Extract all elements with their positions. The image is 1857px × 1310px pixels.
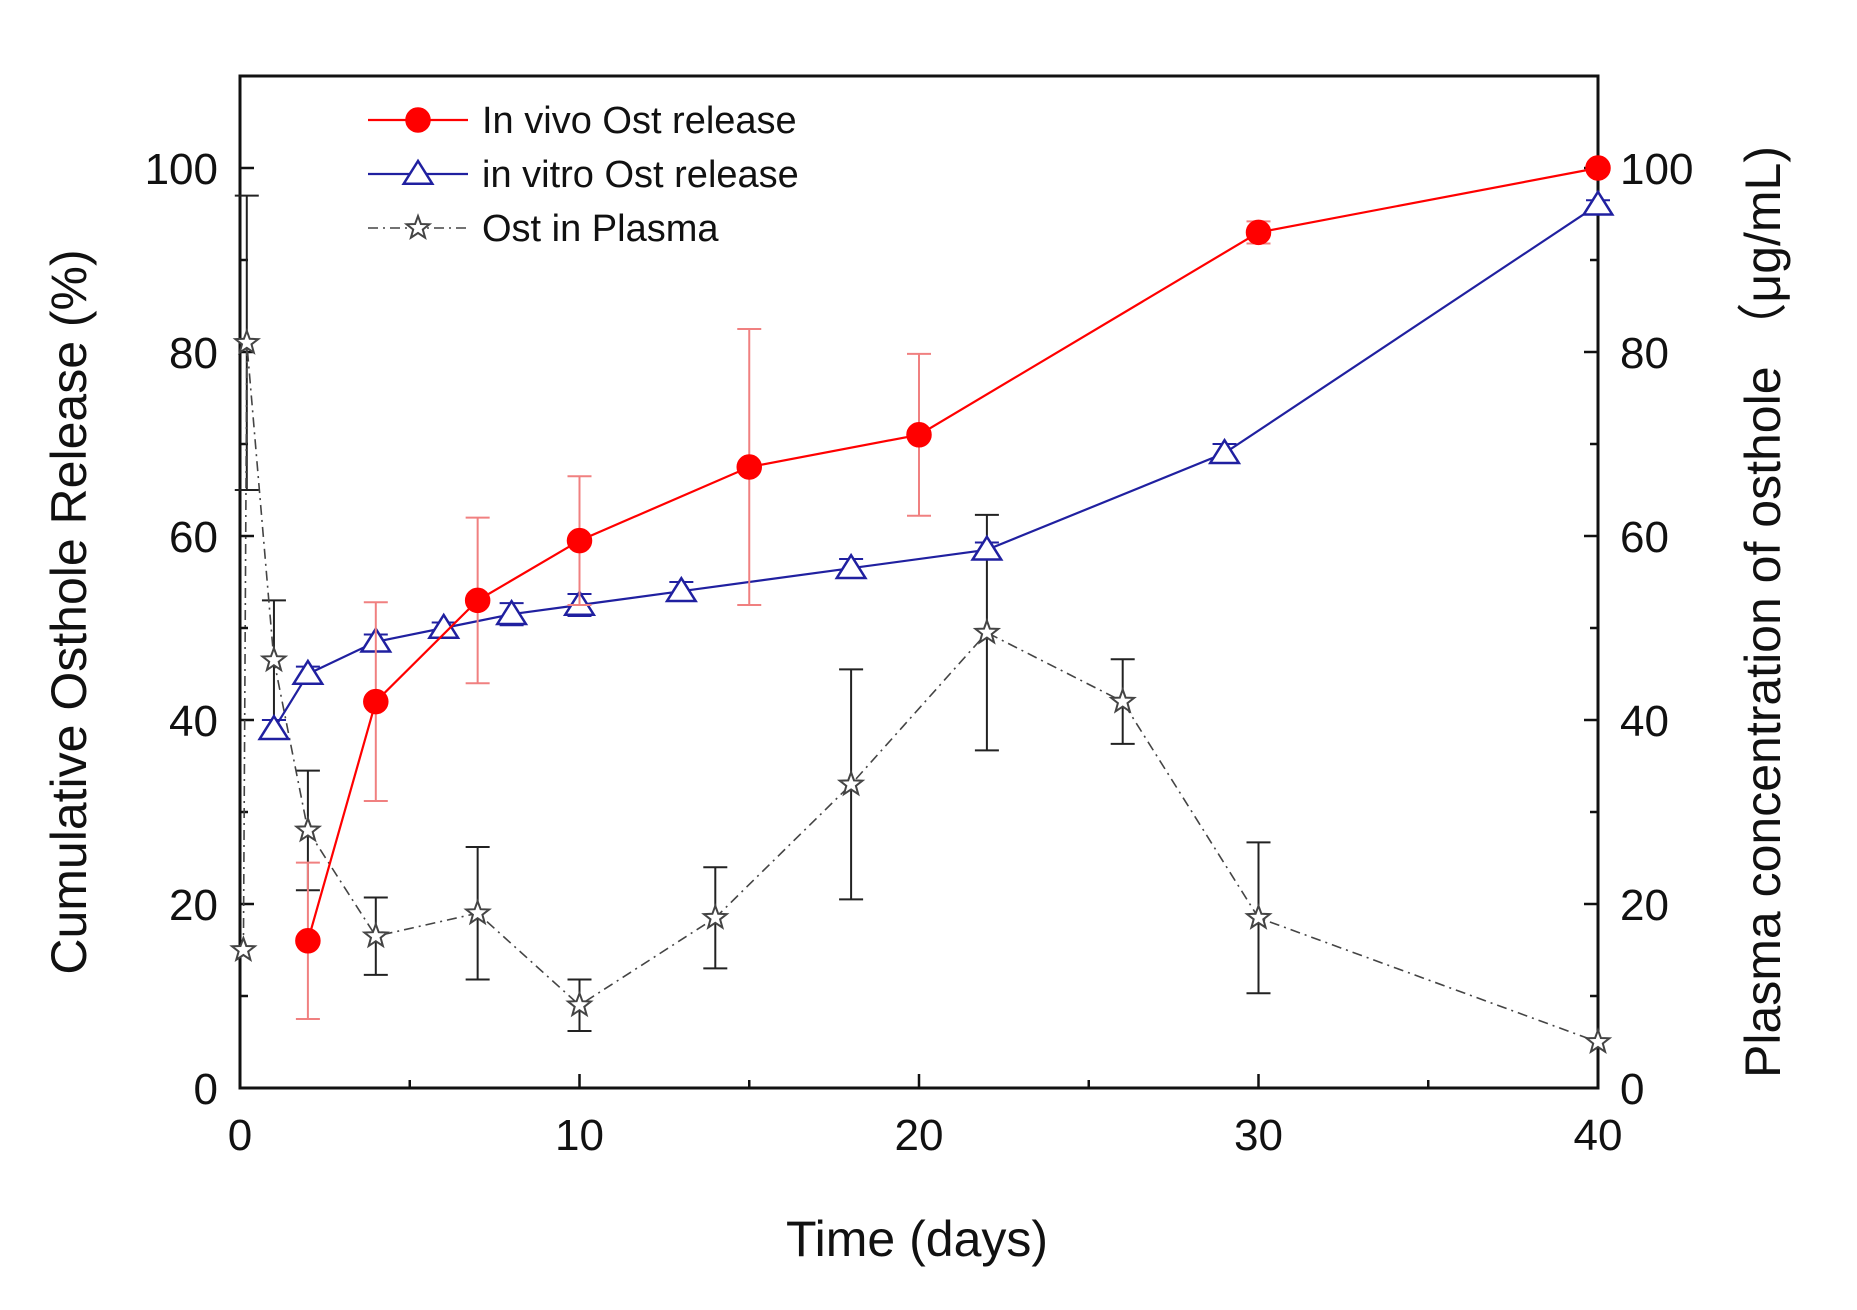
series-line	[242, 342, 1599, 1043]
series-in-vivo-ost-release	[295, 155, 1611, 1020]
y-right-tick-label: 60	[1620, 513, 1669, 562]
data-point	[464, 587, 491, 614]
y-tick-label: 100	[145, 145, 218, 194]
legend-marker	[403, 213, 433, 241]
y-right-tick-label: 0	[1620, 1065, 1644, 1114]
data-point	[906, 422, 932, 448]
data-point	[257, 713, 291, 741]
y-right-tick-label: 40	[1620, 697, 1669, 746]
data-point	[1581, 189, 1615, 216]
legend-label: Ost in Plasma	[482, 208, 719, 250]
data-point	[232, 327, 261, 355]
data-point	[1108, 686, 1137, 714]
x-tick-label: 30	[1234, 1111, 1283, 1160]
data-point	[1583, 1027, 1613, 1055]
series-line	[306, 166, 1599, 942]
legend-label: In vivo Ost release	[482, 100, 797, 142]
data-point	[664, 575, 698, 603]
legend: In vivo Ost release in vitro Ost release O…	[368, 100, 799, 250]
y-right-tick-label: 80	[1620, 329, 1669, 378]
x-axis-ticks: 0 10 20 30 40	[228, 1074, 1623, 1160]
data-point	[972, 617, 1002, 645]
data-point	[1585, 155, 1611, 181]
y-axis-right-title: Plasma concentration of osthole （μg/mL)	[1735, 146, 1791, 1078]
data-point	[1207, 437, 1242, 465]
y-tick-label: 60	[169, 513, 218, 562]
data-point	[291, 658, 325, 685]
data-point	[1245, 219, 1272, 246]
data-point	[259, 645, 289, 673]
x-tick-label: 40	[1574, 1111, 1623, 1160]
y-right-tick-label: 100	[1620, 145, 1693, 194]
x-tick-label: 10	[555, 1111, 604, 1160]
y-tick-label: 20	[169, 881, 218, 930]
data-point	[293, 815, 323, 843]
data-point	[970, 534, 1004, 561]
y-axis-title: Cumulative Osthole Release (%)	[41, 249, 97, 974]
series-line	[272, 203, 1599, 730]
x-tick-label: 20	[895, 1111, 944, 1160]
y-tick-label: 0	[194, 1065, 218, 1114]
legend-label: in vitro Ost release	[482, 154, 799, 196]
series-in-vitro-ost-release	[257, 189, 1615, 741]
y-axis-right-ticks: 0 20 40 60 80 100	[1584, 74, 1693, 1114]
data-point	[495, 598, 529, 626]
data-point	[295, 928, 321, 954]
data-point	[836, 769, 866, 797]
legend-item: in vitro Ost release	[368, 154, 799, 196]
legend-marker	[405, 107, 431, 133]
x-axis-title: Time (days)	[786, 1211, 1048, 1267]
legend-item: In vivo Ost release	[368, 100, 797, 142]
data-point	[736, 454, 762, 480]
data-point	[566, 527, 593, 554]
y-right-tick-label: 20	[1620, 881, 1669, 930]
data-point	[463, 898, 492, 926]
data-point	[565, 990, 594, 1018]
data-point	[363, 688, 389, 715]
legend-item: Ost in Plasma	[368, 208, 719, 250]
data-point	[834, 552, 868, 580]
series-layer	[229, 155, 1615, 1055]
legend-marker	[401, 158, 435, 185]
y-axis-ticks: 0 20 40 60 80 100	[145, 74, 254, 1114]
data-point	[229, 935, 258, 963]
data-point	[701, 902, 730, 930]
data-point	[1244, 902, 1273, 930]
y-tick-label: 80	[169, 329, 218, 378]
y-tick-label: 40	[169, 697, 218, 746]
x-tick-label: 0	[228, 1111, 252, 1160]
data-point	[361, 921, 390, 949]
